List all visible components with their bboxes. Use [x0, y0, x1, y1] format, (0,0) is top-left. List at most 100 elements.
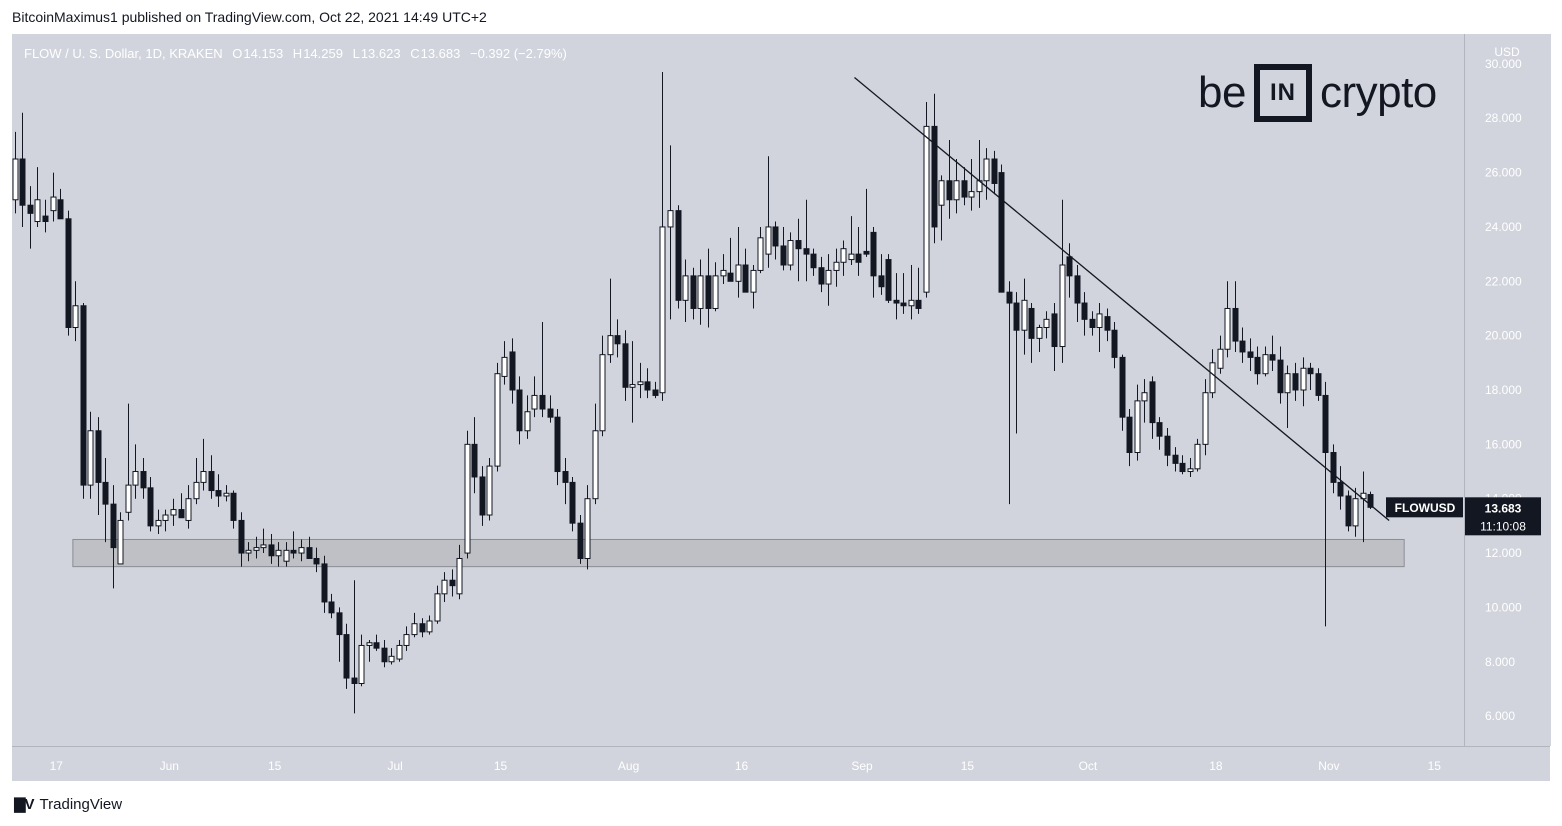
- candle: [885, 254, 892, 304]
- candle-body-bear: [818, 267, 825, 285]
- time-tick-label: 15: [961, 759, 975, 773]
- candle-body-bear: [803, 248, 810, 255]
- legend-open: 14.153: [243, 46, 284, 61]
- candle-body-bear: [147, 487, 154, 527]
- candle: [991, 150, 998, 195]
- candle-body-bull: [162, 514, 169, 521]
- candle: [870, 226, 877, 298]
- price-axis: USD 6.0008.00010.00012.00014.00016.00018…: [1386, 45, 1541, 723]
- candle: [50, 172, 57, 222]
- candle-body-bull: [787, 240, 794, 266]
- price-tick-label: 12.000: [1485, 546, 1522, 560]
- candle: [12, 131, 19, 214]
- candle-body-bull: [1352, 498, 1359, 527]
- candle-body-bear: [381, 647, 388, 663]
- candle: [283, 542, 290, 567]
- logo-text-right: crypto: [1319, 68, 1437, 117]
- price-tick-label: 16.000: [1485, 437, 1522, 451]
- candle: [1367, 491, 1374, 509]
- countdown-text: 11:10:08: [1480, 519, 1526, 533]
- candle-body-bull: [193, 481, 200, 500]
- candle: [1300, 357, 1307, 407]
- candle: [313, 547, 320, 573]
- candle: [34, 167, 41, 227]
- candle: [426, 615, 433, 635]
- candle-body-bear: [27, 204, 34, 214]
- candle: [818, 256, 825, 293]
- candle-body-bull: [584, 498, 591, 559]
- candle: [479, 466, 486, 526]
- candle: [742, 248, 749, 293]
- candle: [42, 199, 49, 233]
- candle: [607, 278, 614, 363]
- candle: [298, 539, 305, 562]
- price-scale[interactable]: USD 6.0008.00010.00012.00014.00016.00018…: [1386, 34, 1551, 746]
- candle-body-bear: [449, 579, 456, 587]
- candle-body-bull: [524, 411, 531, 432]
- candle-body-bear: [471, 443, 478, 478]
- candle: [245, 542, 252, 562]
- candle-body-bear: [946, 180, 953, 201]
- candle: [667, 145, 674, 320]
- candle-body-bull: [629, 384, 636, 388]
- candle: [1202, 379, 1209, 456]
- candle-body-bull: [1059, 264, 1066, 348]
- candle: [147, 476, 154, 532]
- candle: [1059, 199, 1066, 363]
- candle-body-bull: [1141, 392, 1148, 402]
- candle-body-bear: [1330, 452, 1337, 483]
- candle: [1141, 379, 1148, 423]
- chart-pane[interactable]: FLOW / U. S. Dollar, 1D, KRAKEN O14.153 …: [12, 34, 1464, 746]
- candle-body-bear: [547, 408, 554, 418]
- candle-body-bear: [178, 509, 185, 519]
- candle: [1006, 281, 1013, 505]
- candle: [652, 381, 659, 399]
- candle: [893, 273, 900, 320]
- candle: [388, 648, 395, 665]
- time-scale[interactable]: 17 Jun 15 Jul 15 Aug 16 Sep 15 Oct 18 Nov 15: [12, 746, 1550, 781]
- candle: [419, 618, 426, 638]
- candle: [900, 273, 907, 314]
- candle: [1126, 409, 1133, 467]
- candle-body-bull: [697, 275, 704, 309]
- candle-body-bull: [1224, 307, 1231, 350]
- candle-body-bear: [614, 335, 621, 345]
- candle-body-bull: [441, 579, 448, 595]
- candle: [381, 640, 388, 668]
- candle-body-bear: [80, 305, 87, 486]
- candle-body-bull: [923, 125, 930, 293]
- candle: [1217, 335, 1224, 374]
- candle-body-bear: [795, 240, 802, 250]
- candle-body-bear: [343, 634, 350, 679]
- candle: [441, 572, 448, 602]
- candle: [516, 376, 523, 445]
- candle: [449, 569, 456, 597]
- legend-high-label: H: [292, 46, 303, 61]
- candle-body-bull: [938, 180, 945, 206]
- candle-body-bear: [961, 180, 968, 198]
- candle-body-bull: [87, 430, 94, 486]
- candle: [1021, 278, 1028, 355]
- candle: [976, 139, 983, 208]
- price-currency-label: USD: [1494, 45, 1520, 59]
- price-tick-label: 20.000: [1485, 329, 1522, 343]
- candle-body-bear: [1051, 313, 1058, 348]
- candlestick-chart[interactable]: [12, 34, 1464, 746]
- candle: [1277, 346, 1284, 404]
- candle-body-bear: [313, 557, 320, 565]
- candle-body-bear: [878, 275, 885, 288]
- time-tick-label: 18: [1209, 759, 1223, 773]
- candle-body-bull: [396, 644, 403, 660]
- candle-body-bear: [931, 125, 938, 228]
- time-tick-label: Aug: [618, 759, 639, 773]
- candle-body-bull: [253, 547, 260, 551]
- candle-body-bear: [1013, 302, 1020, 331]
- symbol-tag: FLOWUSD: [1386, 497, 1463, 518]
- candle-body-bear: [57, 199, 64, 220]
- candle: [1156, 417, 1163, 450]
- candle-body-bull: [494, 373, 501, 467]
- descending-trendline[interactable]: [854, 76, 1390, 521]
- candle-body-bull: [712, 275, 719, 309]
- candle: [1111, 322, 1118, 369]
- candle-body-bull: [155, 519, 162, 527]
